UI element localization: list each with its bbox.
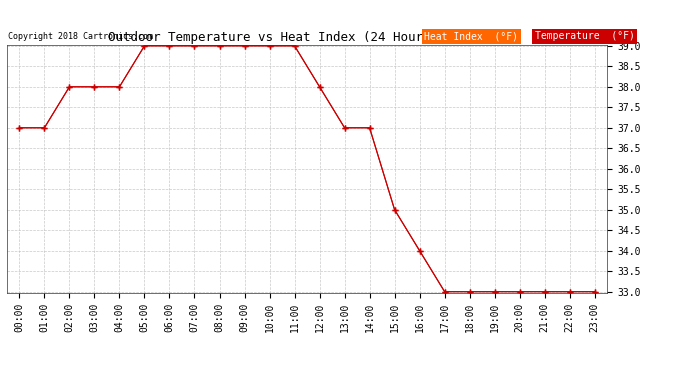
Text: Copyright 2018 Cartronics.com: Copyright 2018 Cartronics.com xyxy=(8,32,153,41)
Title: Outdoor Temperature vs Heat Index (24 Hours) 20181202: Outdoor Temperature vs Heat Index (24 Ho… xyxy=(108,31,506,44)
Text: Temperature  (°F): Temperature (°F) xyxy=(535,32,635,41)
Text: Heat Index  (°F): Heat Index (°F) xyxy=(424,32,518,41)
